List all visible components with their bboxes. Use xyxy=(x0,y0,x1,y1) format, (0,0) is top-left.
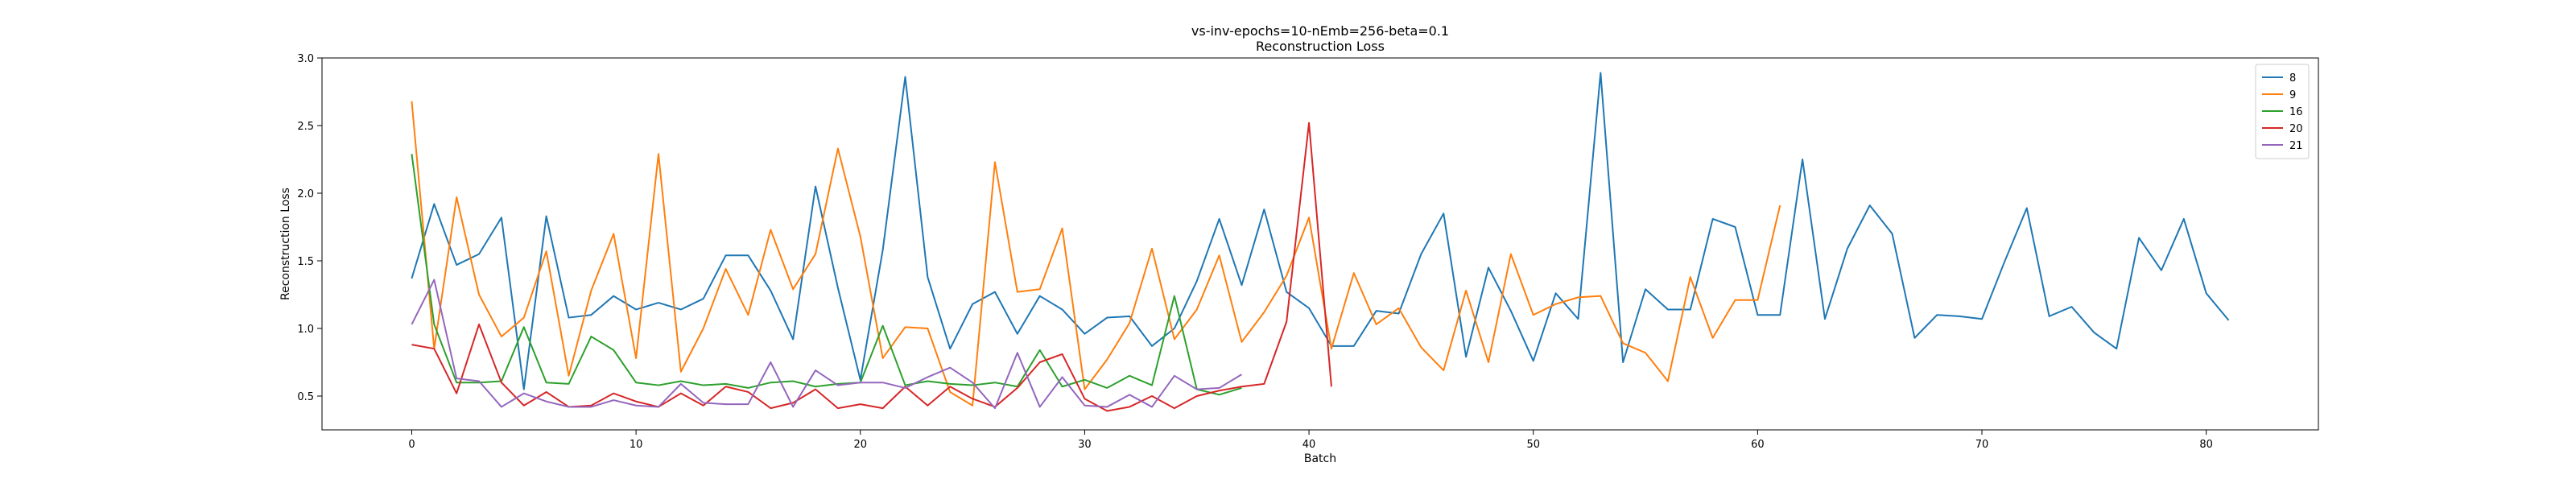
legend: 8 9 16 20 21 xyxy=(2255,64,2310,159)
y-axis-ticks: 0.5 1.0 1.5 2.0 2.5 3.0 xyxy=(297,53,322,403)
x-tick-label: 50 xyxy=(1526,439,1540,451)
chart-title: vs-inv-epochs=10-nEmb=256-beta=0.1 xyxy=(1191,23,1449,39)
x-tick-label: 0 xyxy=(408,439,415,451)
legend-label-16: 16 xyxy=(2289,106,2303,118)
chart-subtitle: Reconstruction Loss xyxy=(1256,39,1385,54)
x-tick-label: 60 xyxy=(1751,439,1765,451)
plot-frame xyxy=(321,57,2319,431)
legend-label-20: 20 xyxy=(2289,123,2303,135)
y-tick-label: 2.5 xyxy=(297,121,314,133)
series-line-21 xyxy=(411,279,1242,410)
x-axis-label: Batch xyxy=(1304,452,1336,465)
legend-label-8: 8 xyxy=(2289,72,2296,85)
y-axis-label: Reconstruction Loss xyxy=(279,188,292,300)
series-layer xyxy=(411,72,2230,412)
x-axis-ticks: 0 10 20 30 40 50 60 70 80 xyxy=(408,430,2213,451)
y-tick-label: 1.5 xyxy=(297,256,314,268)
y-tick-label: 2.0 xyxy=(297,188,314,200)
x-tick-label: 40 xyxy=(1302,439,1316,451)
y-tick-label: 3.0 xyxy=(297,53,314,65)
x-tick-label: 20 xyxy=(853,439,867,451)
series-line-9 xyxy=(411,101,1781,407)
x-tick-label: 80 xyxy=(2199,439,2213,451)
y-tick-label: 0.5 xyxy=(297,391,314,403)
x-tick-label: 30 xyxy=(1078,439,1092,451)
x-tick-label: 70 xyxy=(1975,439,1989,451)
y-tick-label: 1.0 xyxy=(297,324,314,336)
plot-area xyxy=(322,58,2318,430)
legend-label-9: 9 xyxy=(2289,89,2296,101)
series-line-20 xyxy=(411,122,1332,412)
legend-label-21: 21 xyxy=(2289,140,2303,152)
series-line-16 xyxy=(411,154,1242,396)
series-line-8 xyxy=(411,72,2230,390)
x-tick-label: 10 xyxy=(630,439,643,451)
